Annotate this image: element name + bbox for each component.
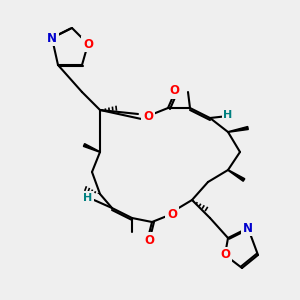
- Polygon shape: [228, 170, 245, 181]
- Polygon shape: [228, 127, 248, 132]
- Text: N: N: [47, 32, 57, 44]
- Text: O: O: [83, 38, 93, 50]
- Text: H: H: [83, 193, 93, 203]
- Text: H: H: [224, 110, 232, 120]
- Text: O: O: [167, 208, 177, 220]
- Text: N: N: [243, 221, 253, 235]
- Text: O: O: [144, 233, 154, 247]
- Polygon shape: [83, 144, 100, 152]
- Text: O: O: [143, 110, 153, 122]
- Text: O: O: [169, 85, 179, 98]
- Text: O: O: [220, 248, 230, 262]
